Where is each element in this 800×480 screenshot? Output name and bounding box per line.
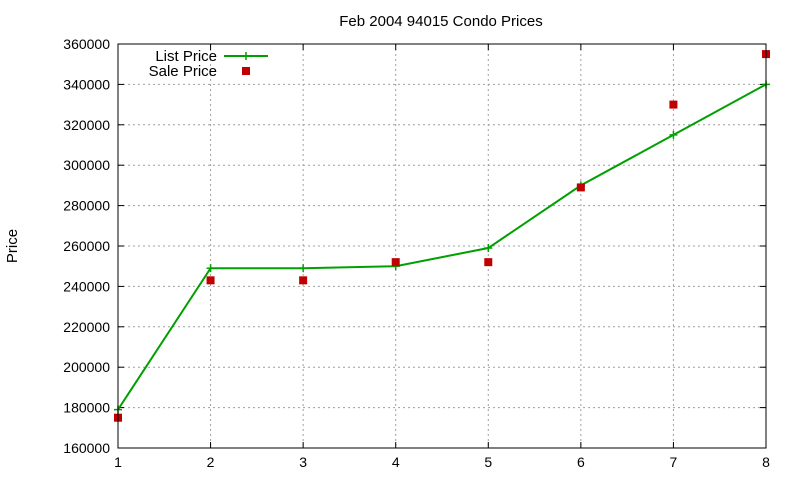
plot-area-border [117, 43, 767, 449]
x-tick-label: 5 [484, 454, 492, 470]
sale-price-point [669, 100, 678, 109]
y-tick-label: 200000 [63, 359, 110, 375]
list-price-line [117, 83, 767, 411]
list-price-point [242, 52, 250, 60]
x-tick-label: 1 [114, 454, 122, 470]
y-tick-label: 220000 [63, 319, 110, 335]
list-price-point [299, 264, 308, 273]
axis-ticks: 160000 180000 200000 220000 240000 260000 2800… [63, 36, 770, 470]
sale-price-point [484, 258, 493, 267]
sale-price-point [576, 183, 585, 192]
x-tick-label: 2 [207, 454, 215, 470]
x-tick-label: 7 [670, 454, 678, 470]
list-price-point [206, 264, 215, 273]
x-tick-label: 4 [392, 454, 400, 470]
x-tick-label: 6 [577, 454, 585, 470]
y-tick-label: 320000 [63, 117, 110, 133]
plot-series [114, 50, 770, 422]
legend-label: Sale Price [149, 63, 217, 80]
x-tick-label: 3 [299, 454, 307, 470]
y-tick-label: 240000 [63, 278, 110, 294]
y-tick-label: 360000 [63, 36, 110, 52]
sale-price-point [391, 258, 400, 267]
y-tick-label: 340000 [63, 76, 110, 92]
y-tick-label: 180000 [63, 400, 110, 416]
y-axis-label: Price [4, 229, 21, 263]
sale-price-point [206, 276, 215, 285]
list-price-point [484, 244, 493, 253]
sale-price-point [299, 276, 308, 285]
chart-title: Feb 2004 94015 Condo Prices [339, 13, 542, 30]
y-tick-label: 300000 [63, 157, 110, 173]
y-tick-label: 280000 [63, 198, 110, 214]
legend-label: List Price [155, 48, 217, 65]
legend-swatch-sale-price [242, 67, 250, 75]
list-price-point [669, 130, 678, 139]
y-tick-label: 160000 [63, 440, 110, 456]
grid [118, 44, 766, 448]
y-tick-label: 260000 [63, 238, 110, 254]
x-tick-label: 8 [762, 454, 770, 470]
